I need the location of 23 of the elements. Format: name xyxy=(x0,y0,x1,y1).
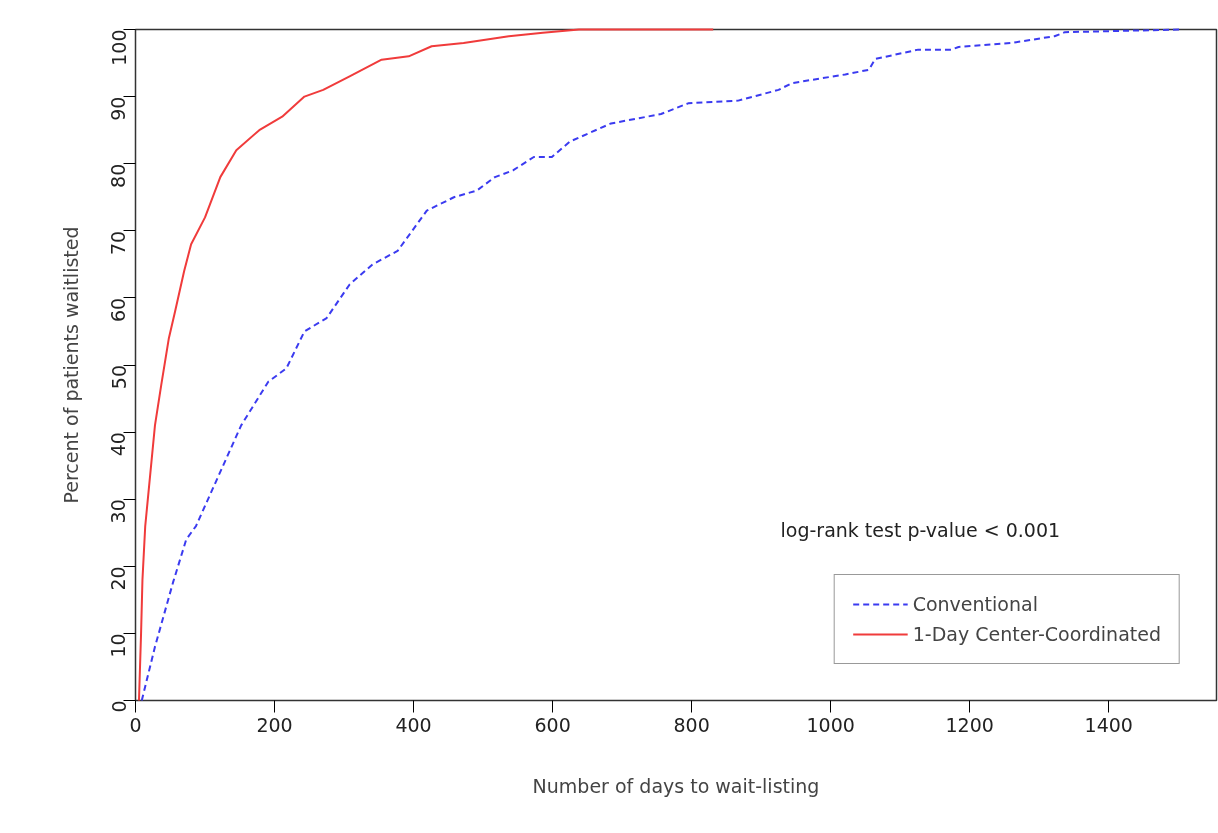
y-tick-label: 0 xyxy=(107,700,130,713)
x-tick-label: 600 xyxy=(534,713,571,736)
y-tick-label: 100 xyxy=(107,29,130,66)
x-tick-label: 1000 xyxy=(806,713,855,736)
y-tick-label: 50 xyxy=(107,364,130,390)
x-tick-label: 800 xyxy=(673,713,710,736)
y-tick-label: 60 xyxy=(107,297,130,323)
y-tick-label: 30 xyxy=(107,499,130,524)
y-tick-label: 40 xyxy=(107,432,130,457)
y-tick-label: 10 xyxy=(107,633,130,658)
x-tick-label: 400 xyxy=(395,713,432,736)
legend-label: Conventional xyxy=(912,593,1038,615)
y-tick-label: 20 xyxy=(107,566,130,591)
y-axis-title: Percent of patients waitlisted xyxy=(59,226,82,504)
y-tick-label: 80 xyxy=(107,163,130,188)
x-tick-label: 1400 xyxy=(1084,713,1133,736)
x-tick-label: 200 xyxy=(256,713,293,736)
y-tick-label: 90 xyxy=(107,96,130,121)
x-tick-label: 1200 xyxy=(945,713,994,736)
annotation: log-rank test p-value < 0.001 xyxy=(780,518,1061,541)
x-axis-title: Number of days to wait-listing xyxy=(532,774,820,797)
y-tick-label: 70 xyxy=(107,230,130,255)
legend-label: 1-Day Center-Coordinated xyxy=(912,623,1161,645)
